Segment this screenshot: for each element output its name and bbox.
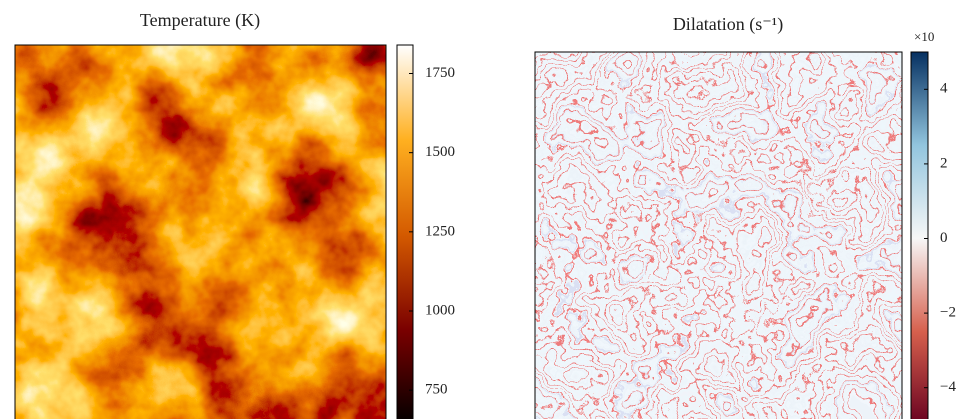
colorbar-offset-label: ×10 [914, 29, 934, 44]
colorbar [911, 52, 928, 419]
figure: Temperature (K) 750 1000 1250 1500 1750 Dilata… [0, 0, 957, 419]
colorbar-tick-label: 2 [940, 155, 948, 171]
colorbar-tick-label: 1750 [425, 65, 455, 81]
colorbar-tick-label: 1500 [425, 144, 455, 160]
chart-title: Temperature (K) [140, 10, 260, 31]
colorbar-tick-label: 750 [425, 382, 448, 398]
dilatation-field [535, 52, 902, 419]
colorbar-tick-label: 1250 [425, 223, 455, 239]
colorbar-tick-label: −2 [940, 305, 956, 321]
colorbar-tick-label: −4 [940, 379, 956, 395]
colorbar-tick-label: 0 [940, 230, 948, 246]
colorbar-tick-label: 1000 [425, 302, 455, 318]
temperature-field [15, 45, 386, 419]
chart-title: Dilatation (s⁻¹) [673, 14, 783, 35]
page: Temperature (K) 750 1000 1250 1500 1750 Dilata… [0, 0, 957, 419]
colorbar-tick-label: 4 [940, 81, 948, 97]
